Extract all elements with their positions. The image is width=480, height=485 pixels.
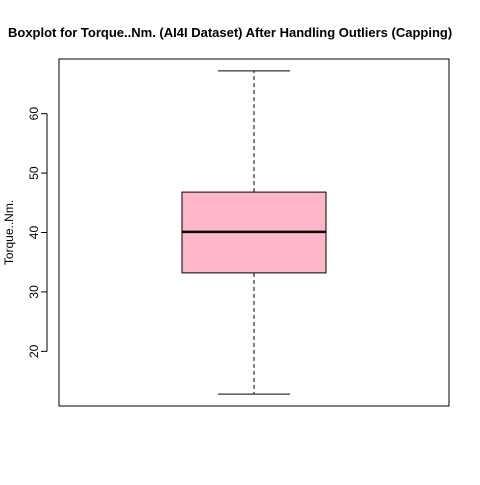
box-group bbox=[182, 71, 326, 394]
y-tick-label: 50 bbox=[27, 166, 41, 180]
y-axis: 20 30 40 50 60 bbox=[27, 107, 47, 358]
y-tick-label: 40 bbox=[27, 226, 41, 240]
y-tick-label: 60 bbox=[27, 107, 41, 121]
y-tick-label: 30 bbox=[27, 285, 41, 299]
y-axis-label: Torque..Nm. bbox=[2, 200, 16, 265]
y-tick-label: 20 bbox=[27, 344, 41, 358]
chart-title: Boxplot for Torque..Nm. (AI4I Dataset) A… bbox=[8, 25, 452, 40]
